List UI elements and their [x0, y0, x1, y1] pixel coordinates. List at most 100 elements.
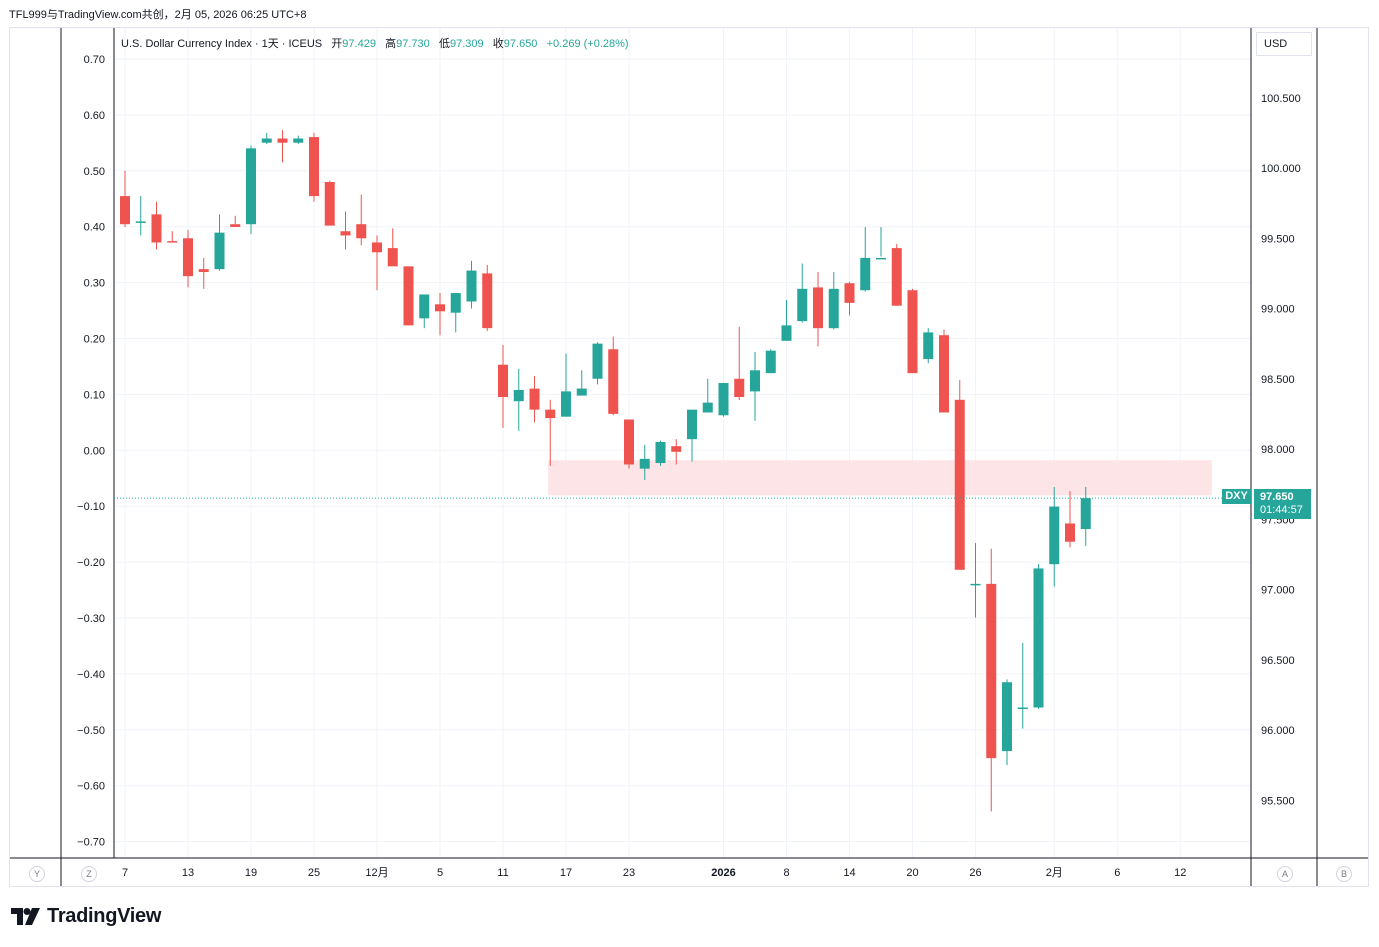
right-axis-tick-label: 98.500 [1261, 374, 1295, 386]
left-axis-tick-label: −0.50 [77, 725, 105, 737]
legend-high-label: 高 [385, 38, 397, 50]
candle-body [671, 446, 682, 452]
candle-body [954, 399, 965, 570]
last-price-tag: 97.650 01:44:57 [1254, 489, 1311, 519]
time-axis-tick-label: 20 [906, 867, 918, 879]
candle-body [1033, 568, 1044, 708]
candle [891, 243, 902, 306]
candle [813, 271, 823, 347]
candle [387, 228, 398, 267]
candle-body [718, 382, 729, 416]
candle [356, 194, 367, 246]
candle [167, 231, 178, 243]
candle [482, 264, 493, 331]
left-axis-tick-label: 0.50 [84, 166, 105, 178]
candle [750, 352, 760, 421]
time-axis-tick-label: 25 [308, 867, 320, 879]
candle-body [309, 137, 319, 197]
auto-scale-button[interactable]: A [1277, 866, 1293, 882]
time-axis-tick-label: 13 [182, 867, 194, 879]
z-axis-toggle-button[interactable]: Z [81, 866, 97, 882]
symbol-tag: DXY [1222, 489, 1251, 504]
legend-change: +0.269 (+0.28%) [546, 38, 629, 50]
candle [1017, 642, 1028, 729]
candle-body [372, 242, 382, 253]
candle-body [167, 241, 178, 243]
candle-body [214, 232, 225, 270]
candle-body [293, 138, 304, 143]
legend-low: 97.309 [449, 38, 484, 50]
time-axis-tick-label: 6 [1114, 867, 1120, 879]
time-axis-tick-label: 2月 [1046, 867, 1063, 879]
candle [120, 170, 130, 228]
legend-open-label: 开 [331, 38, 343, 50]
candle [765, 349, 776, 374]
candle [183, 229, 193, 288]
left-axis-tick-label: 0.00 [84, 445, 105, 457]
candle-body [860, 257, 871, 291]
share-caption: TFL999与TradingView.com共创，2月 05, 2026 06:… [9, 9, 307, 21]
tradingview-logo-icon [11, 908, 40, 925]
left-axis-tick-label: −0.70 [77, 837, 105, 849]
candle-body [639, 458, 650, 469]
chart-gridlines [114, 28, 1251, 858]
candle-body [183, 238, 193, 277]
candle-body [151, 214, 162, 243]
candle [545, 399, 556, 466]
candle-body [230, 224, 241, 228]
candle [828, 271, 839, 330]
chart-frame [9, 27, 1369, 887]
candle [403, 266, 414, 326]
y-axis-toggle-button[interactable]: Y [29, 866, 45, 882]
currency-button[interactable]: USD [1256, 32, 1312, 56]
candle [498, 345, 508, 428]
candle-body [624, 419, 634, 465]
candle [970, 543, 981, 618]
candle [702, 378, 713, 413]
left-axis-tick-label: −0.10 [77, 501, 105, 513]
tradingview-logo[interactable]: TradingView [11, 905, 161, 928]
candle-body [781, 325, 792, 341]
time-axis-tick-label: 5 [437, 867, 443, 879]
left-axis-tick-label: −0.60 [77, 781, 105, 793]
candle [340, 211, 351, 250]
candle-body [198, 269, 209, 272]
candle-body [907, 290, 918, 374]
candle [293, 135, 304, 145]
candle-body [970, 583, 981, 586]
candle-body [750, 370, 760, 392]
legend-high: 97.730 [396, 38, 430, 50]
candle-body [876, 257, 886, 260]
chart-legend[interactable]: U.S. Dollar Currency Index · 1天 · ICEUS … [121, 35, 629, 51]
candle-body [120, 196, 130, 225]
candle-body [277, 138, 288, 143]
legend-close-label: 收 [492, 38, 504, 50]
candle-body [403, 266, 414, 326]
left-axis-tick-label: 0.20 [84, 334, 105, 346]
candle-body [135, 221, 146, 223]
highlight-zone [548, 460, 1212, 496]
candle [592, 342, 603, 385]
candle-body [655, 441, 666, 464]
candle [1080, 486, 1091, 546]
time-axis-tick-label: 12月 [365, 867, 388, 879]
candle [876, 227, 886, 260]
candle [986, 548, 997, 812]
right-axis-tick-label: 100.000 [1261, 163, 1301, 175]
candle-body [592, 343, 603, 379]
left-axis-tick-label: 0.30 [84, 278, 105, 290]
right-axis-tick-label: 98.000 [1261, 444, 1295, 456]
candle-body [939, 335, 949, 413]
right-axis-labels: 100.500 100.000 99.500 99.000 98.500 98.000 97… [1261, 93, 1301, 808]
candle-body [986, 583, 997, 759]
candle-body [608, 349, 619, 414]
candle [513, 368, 524, 431]
candle-body [734, 378, 745, 398]
candle-body [545, 409, 556, 419]
candle-body [435, 304, 445, 312]
left-axis-tick-label: −0.40 [77, 669, 105, 681]
candle-body [1017, 707, 1028, 710]
candle-body [498, 364, 508, 398]
b-scale-button[interactable]: B [1336, 866, 1352, 882]
